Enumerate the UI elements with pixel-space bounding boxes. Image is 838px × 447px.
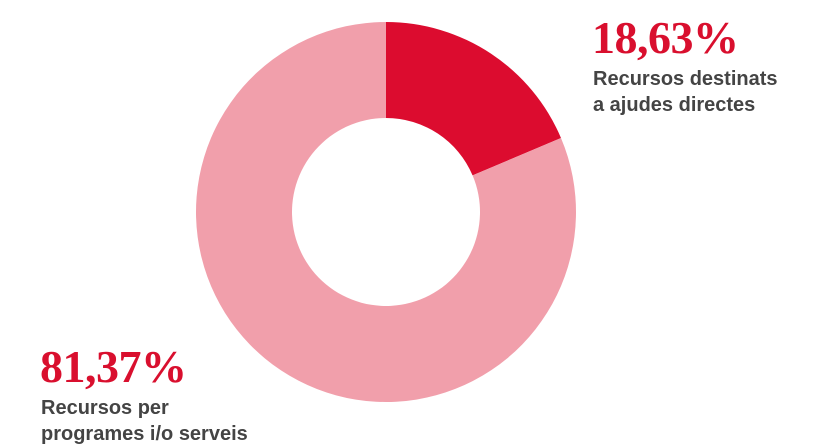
slice-1-label-line-1: Recursos destinats [593, 68, 778, 90]
slice-2-percentage: 81,37% [40, 341, 187, 392]
slice-2-category-label: Recursos per programes i/o serveis [41, 395, 248, 447]
slice-2-label-line-2: programes i/o serveis [41, 423, 248, 445]
donut-slice-2 [196, 22, 577, 402]
slice-2-label-line-1: Recursos per [41, 397, 169, 419]
slice-1-label-line-2: a ajudes directes [593, 94, 756, 116]
slice-1-percentage: 18,63% [592, 12, 739, 63]
donut-slice-1 [386, 22, 561, 176]
slice-1-category-label: Recursos destinats a ajudes directes [593, 66, 778, 118]
